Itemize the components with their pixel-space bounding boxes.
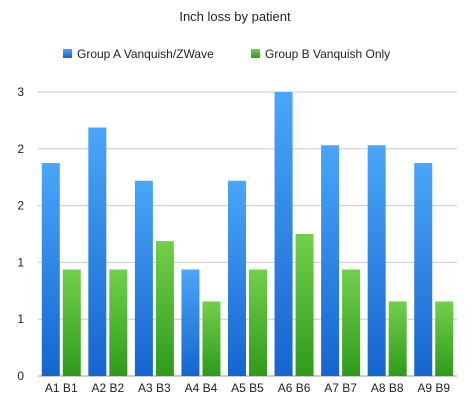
bar-group-b <box>388 301 407 376</box>
y-tick-label: 0 <box>17 369 24 383</box>
y-tick-label: 2 <box>17 142 24 156</box>
bar-group-b <box>435 301 454 376</box>
bar-group-b <box>249 269 267 376</box>
legend-swatch-group-b <box>251 49 260 58</box>
y-axis-ticks: 0 1 1 2 2 3 <box>17 85 24 383</box>
x-tick-label: A5 B5 <box>231 381 264 395</box>
bar-group-b <box>62 269 81 376</box>
bar-group-a <box>274 92 293 376</box>
bar-group-a <box>321 145 340 376</box>
x-tick-label: A1 B1 <box>45 381 78 395</box>
gridlines <box>38 91 457 377</box>
x-tick-label: A8 B8 <box>371 381 404 395</box>
x-tick-label: A2 B2 <box>91 381 124 395</box>
legend-label-group-b: Group B Vanquish Only <box>265 47 390 61</box>
x-axis-ticks: A1 B1 A2 B2 A3 B3 A4 B4 A5 B5 A6 B6 A7 B7 A8 B8… <box>45 381 450 395</box>
x-tick-label: A7 B7 <box>324 381 357 395</box>
x-tick-label: A4 B4 <box>185 381 218 395</box>
bar-group-a <box>414 163 433 376</box>
y-tick-label: 3 <box>17 85 24 99</box>
y-tick-label: 1 <box>17 312 24 326</box>
y-tick-label: 1 <box>17 255 24 269</box>
bar-group-b <box>295 234 314 376</box>
bar-group-b <box>109 269 128 376</box>
bar-group-a <box>41 163 60 376</box>
x-tick-label: A3 B3 <box>138 381 171 395</box>
bars <box>41 92 454 376</box>
legend: Group A Vanquish/ZWave Group B Vanquish … <box>63 47 390 61</box>
legend-label-group-a: Group A Vanquish/ZWave <box>77 47 214 61</box>
bar-group-a <box>134 180 153 376</box>
bar-group-a <box>228 180 246 376</box>
bar-group-b <box>202 301 221 376</box>
x-tick-label: A9 B9 <box>417 381 450 395</box>
bar-group-a <box>367 145 386 376</box>
y-tick-label: 2 <box>17 199 24 213</box>
bar-group-b <box>155 241 174 376</box>
chart-title: Inch loss by patient <box>179 9 291 24</box>
bar-group-a <box>181 269 200 376</box>
legend-swatch-group-a <box>63 49 72 58</box>
bar-group-a <box>88 127 107 376</box>
bar-group-b <box>342 269 361 376</box>
x-tick-label: A6 B6 <box>278 381 311 395</box>
